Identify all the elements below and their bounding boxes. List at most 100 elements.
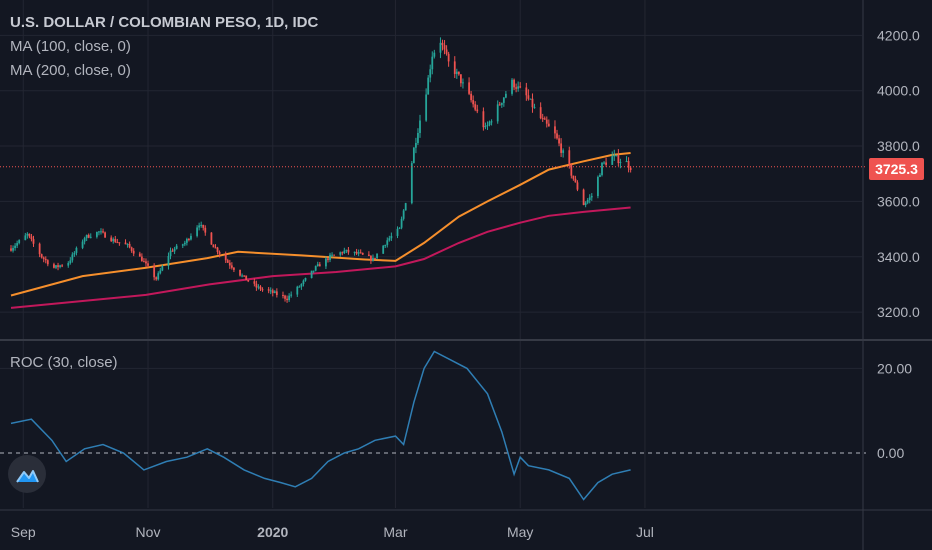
candle-body xyxy=(196,227,198,236)
candle-body xyxy=(59,265,61,267)
candle-body xyxy=(539,107,542,119)
candle-body xyxy=(175,245,178,249)
candle-body xyxy=(388,238,391,241)
legend-ma200[interactable]: MA (200, close, 0) xyxy=(10,62,131,79)
candle-body xyxy=(275,291,278,296)
candle-body xyxy=(216,247,219,253)
candle-body xyxy=(374,257,376,259)
candle-body xyxy=(69,260,72,264)
ma200-line xyxy=(10,206,631,309)
candle-body xyxy=(533,107,536,109)
candle-body xyxy=(404,203,407,211)
candle-body xyxy=(230,265,233,268)
candle-body xyxy=(460,74,462,84)
candle-body xyxy=(619,162,622,164)
candle-body xyxy=(114,239,117,243)
candle-body xyxy=(241,275,243,277)
candle-body xyxy=(545,119,548,124)
candle-body xyxy=(470,93,473,101)
candle-body xyxy=(161,266,164,271)
candle-body xyxy=(410,163,413,204)
candle-body xyxy=(333,254,336,256)
candle-body xyxy=(159,270,162,274)
candle-body xyxy=(32,239,35,244)
candle-body xyxy=(224,253,227,261)
x-tick-label: Nov xyxy=(136,524,161,540)
candle-body xyxy=(502,97,505,103)
candle-body xyxy=(603,162,605,164)
candle-body xyxy=(116,242,119,244)
candle-body xyxy=(627,161,630,168)
candle-body xyxy=(601,162,603,175)
candle-body xyxy=(519,86,522,88)
candle-body xyxy=(228,262,231,266)
candle-body xyxy=(357,252,360,254)
candle-body xyxy=(46,260,49,265)
candle-body xyxy=(95,232,98,237)
candle-body xyxy=(102,231,104,233)
y-tick-label: 4200.0 xyxy=(877,27,920,43)
candle-body xyxy=(314,266,317,271)
candle-body xyxy=(396,228,399,236)
candle-body xyxy=(296,286,299,295)
candle-body xyxy=(12,248,14,251)
roc-line xyxy=(10,350,631,501)
candle-body xyxy=(527,95,530,99)
candle-body xyxy=(255,283,258,288)
candle-body xyxy=(343,250,346,254)
candle-body xyxy=(417,132,419,144)
legend-ma100[interactable]: MA (100, close, 0) xyxy=(10,38,131,55)
candle-body xyxy=(67,263,70,266)
candle-body xyxy=(286,298,288,301)
candle-body xyxy=(400,218,403,228)
x-tick-label: Sep xyxy=(11,524,36,540)
candle-body xyxy=(118,242,121,244)
candle-body xyxy=(167,256,170,267)
candle-body xyxy=(488,121,491,125)
candle-body xyxy=(390,235,393,239)
candle-body xyxy=(359,252,362,254)
candle-body xyxy=(98,231,100,233)
candle-body xyxy=(441,42,444,46)
candle-body xyxy=(138,253,141,257)
candle-body xyxy=(513,79,515,88)
candle-body xyxy=(582,189,585,205)
tradingview-logo-icon[interactable] xyxy=(8,455,46,493)
candle-body xyxy=(153,265,156,278)
candle-body xyxy=(511,79,513,94)
candle-body xyxy=(500,102,503,105)
y-tick-label: 3600.0 xyxy=(877,193,920,209)
candle-body xyxy=(339,252,342,255)
candle-body xyxy=(498,104,501,106)
candle-body xyxy=(568,150,571,165)
candle-body xyxy=(169,250,172,257)
candle-body xyxy=(457,71,460,75)
candle-body xyxy=(415,143,417,148)
legend-roc[interactable]: ROC (30, close) xyxy=(10,354,118,371)
candle-body xyxy=(347,249,350,253)
candle-body xyxy=(541,118,544,120)
candle-body xyxy=(447,53,450,62)
candle-body xyxy=(282,295,284,297)
symbol-title[interactable]: U.S. DOLLAR / COLOMBIAN PESO, 1D, IDC xyxy=(10,14,319,31)
candle-body xyxy=(10,248,12,251)
candle-body xyxy=(574,178,577,183)
candle-body xyxy=(331,254,333,256)
roc-y-tick-label: 0.00 xyxy=(877,445,904,461)
candle-body xyxy=(384,244,387,246)
candle-body xyxy=(310,270,313,279)
candle-body xyxy=(560,143,563,153)
candle-body xyxy=(83,238,86,242)
candle-body xyxy=(18,240,21,244)
candle-body xyxy=(104,232,106,238)
candle-body xyxy=(44,258,47,261)
candle-body xyxy=(298,286,301,288)
candle-body xyxy=(468,82,470,94)
candle-body xyxy=(341,252,344,254)
candle-body xyxy=(267,289,270,291)
candle-body xyxy=(615,155,618,157)
y-tick-label: 3800.0 xyxy=(877,138,920,154)
candle-body xyxy=(325,258,327,267)
